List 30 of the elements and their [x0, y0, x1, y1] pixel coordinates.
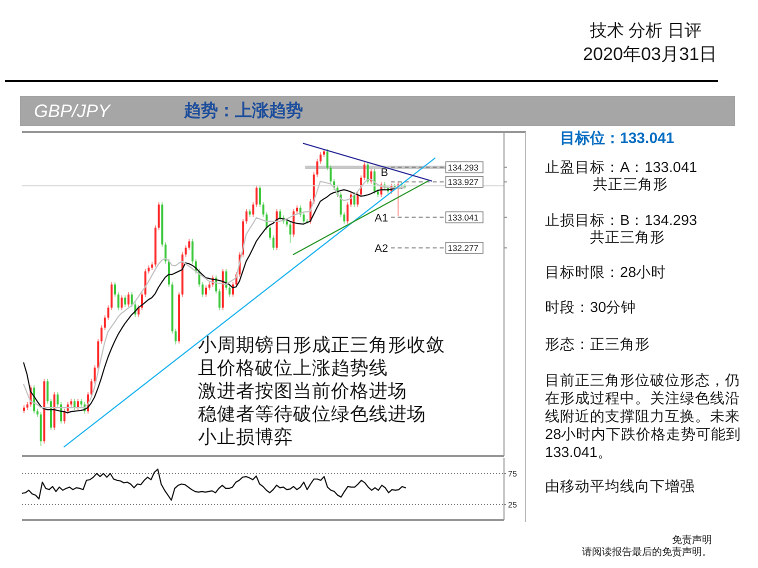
y-tick-label: 75 [508, 469, 518, 478]
text: 时段：30分钟 [545, 300, 636, 316]
y-tick-label: 132.277 [448, 242, 479, 253]
annotation: 激进者按图当前价格进场 [198, 380, 407, 401]
text: 形态：正三角形 [545, 337, 650, 353]
y-tick-label: 133.041 [448, 212, 479, 222]
annotation: 稳健者等待破位绿色线进场 [198, 403, 426, 424]
text: 止盈目标：A：133.041 [545, 160, 698, 176]
text: 技术 分析 日评 [590, 21, 702, 40]
text: 趋势：上涨趋势 [184, 101, 303, 120]
text: 免责声明 [672, 535, 712, 546]
annotation: 小周期镑日形成正三角形收敛 [198, 334, 445, 355]
annotation: 且价格破位上涨趋势线 [198, 357, 388, 378]
y-tick-label: 134.293 [448, 162, 479, 172]
text: 共正三角形 [590, 230, 665, 246]
y-tick-label: 25 [508, 500, 518, 510]
annotation: 小止损博弈 [198, 426, 293, 447]
text: 由移动平均线向下增强 [545, 479, 695, 495]
text: 共正三角形 [593, 177, 668, 193]
annotation: A2 [374, 242, 388, 255]
text: 目前正三角形位破位形态，仍在形成过程中。关注绿色线沿线附近的支撑阻力互换。未来28小时内下跌价格走势可能到133.041。 [545, 373, 742, 462]
text: 2020年03月31日 [583, 44, 718, 64]
annotation: B [380, 166, 388, 179]
text: 目标位：133.041 [560, 130, 674, 147]
text: GBP/JPY [34, 101, 110, 121]
text: 目标时限：28小时 [545, 265, 666, 281]
text: 止损目标：B：134.293 [545, 213, 698, 229]
annotation: A1 [374, 212, 388, 224]
text: 请阅读报告最后的免责声明。 [582, 547, 712, 558]
y-tick-label: 133.927 [448, 176, 479, 187]
